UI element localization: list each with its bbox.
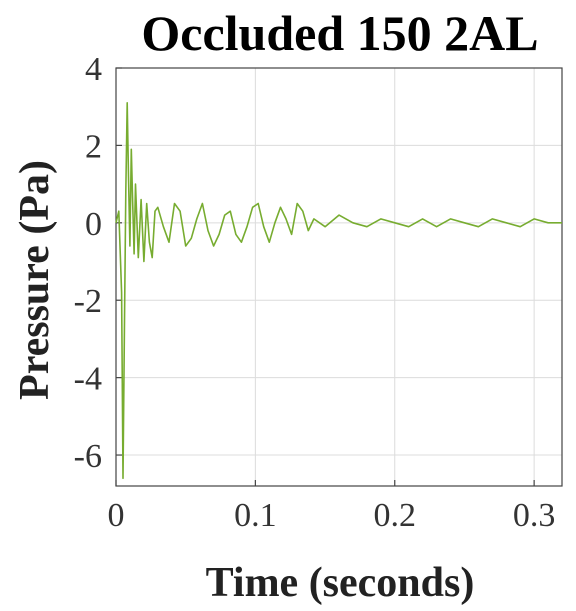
series-line-pressure xyxy=(115,102,562,480)
x-tick-label: 0.3 xyxy=(513,497,556,534)
y-tick-label: 4 xyxy=(85,51,102,88)
ticks: 0 0.1 0.2 0.3 -6 -4 -2 0 2 4 xyxy=(74,51,556,534)
plot-frame xyxy=(115,67,563,487)
x-tick-label: 0 xyxy=(108,497,125,534)
y-tick-label: 2 xyxy=(85,128,102,165)
x-tick-label: 0.1 xyxy=(234,497,277,534)
y-tick-label: -4 xyxy=(74,361,102,398)
y-tick-label: -6 xyxy=(74,438,102,475)
y-tick-label: 0 xyxy=(85,206,102,243)
y-tick-label: -2 xyxy=(74,283,102,320)
x-tick-label: 0.2 xyxy=(374,497,417,534)
y-axis-label: Pressure (Pa) xyxy=(12,160,58,400)
grid xyxy=(115,67,562,486)
x-axis-label: Time (seconds) xyxy=(206,560,475,606)
chart-title: Occluded 150 2AL xyxy=(141,5,538,61)
